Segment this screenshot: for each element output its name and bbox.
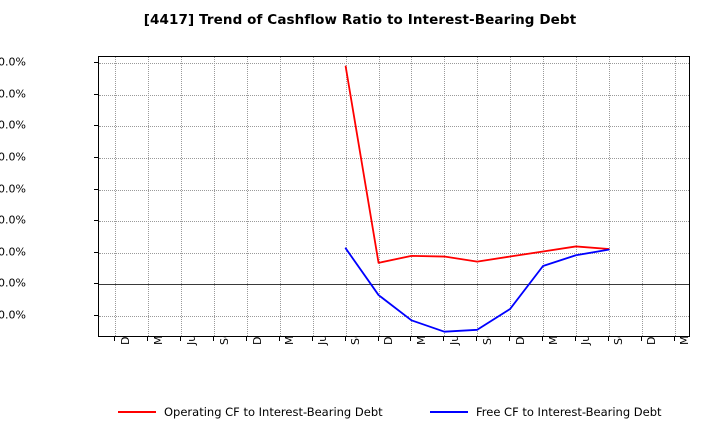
gridline-vertical [674, 57, 676, 336]
x-axis-tick-mark [640, 337, 642, 341]
y-axis-tick-mark [94, 125, 98, 127]
y-axis-tick-mark [94, 157, 98, 159]
gridline-horizontal [99, 252, 689, 254]
gridline-vertical [214, 57, 216, 336]
y-axis-tick-label: 350.0% [0, 55, 26, 69]
gridline-vertical [444, 57, 446, 336]
gridline-vertical [279, 57, 281, 336]
y-axis-tick-mark [94, 220, 98, 222]
y-axis-tick-mark [94, 93, 98, 95]
gridline-horizontal [99, 63, 689, 65]
gridline-vertical [115, 57, 117, 336]
plot-area [98, 56, 690, 337]
y-axis-tick-label: 100.0% [0, 213, 26, 227]
gridline-horizontal [99, 315, 689, 317]
gridline-horizontal [99, 221, 689, 223]
data-series-layer [344, 65, 610, 333]
legend-label: Operating CF to Interest-Bearing Debt [164, 405, 383, 419]
y-axis-tick-label: 300.0% [0, 87, 26, 101]
legend-item[interactable]: Operating CF to Interest-Bearing Debt [118, 402, 383, 422]
gridline-vertical [247, 57, 248, 336]
y-axis-tick-label: -50.0% [0, 308, 26, 322]
gridline-vertical [181, 57, 183, 336]
gridline-vertical [378, 57, 380, 336]
x-axis-tick-mark [607, 337, 609, 341]
gridline-vertical [345, 57, 347, 336]
legend-swatch [118, 411, 156, 413]
x-axis-tick-mark [673, 337, 675, 341]
y-axis-tick-label: 250.0% [0, 118, 26, 132]
x-axis-tick-mark [147, 337, 149, 341]
gridline-horizontal [99, 94, 689, 96]
x-axis-tick-mark [377, 337, 379, 341]
y-axis-tick-mark [94, 283, 98, 285]
gridline-vertical [641, 57, 643, 336]
y-axis-tick-label: 150.0% [0, 182, 26, 196]
legend-item[interactable]: Free CF to Interest-Bearing Debt [430, 402, 662, 422]
x-axis-tick-mark [509, 337, 511, 341]
x-axis-tick-mark [278, 337, 280, 341]
y-axis-tick-label: 200.0% [0, 150, 26, 164]
x-axis-tick-mark [476, 337, 478, 341]
y-axis-tick-mark [94, 62, 98, 64]
y-axis-tick-mark [94, 251, 98, 253]
y-axis-tick-mark [94, 314, 98, 316]
legend-label: Free CF to Interest-Bearing Debt [476, 405, 662, 419]
x-axis-tick-mark [410, 337, 412, 341]
gridline-vertical [510, 57, 512, 336]
y-axis-tick-label: 50.0% [0, 245, 26, 259]
x-axis-tick-mark [311, 337, 313, 341]
x-axis-tick-mark [574, 337, 576, 341]
gridline-vertical [543, 57, 544, 336]
chart-title: [4417] Trend of Cashflow Ratio to Intere… [143, 12, 577, 28]
x-axis-tick-mark [213, 337, 215, 341]
gridline-vertical [477, 57, 479, 336]
gridline-horizontal [99, 126, 689, 128]
x-axis-tick-mark [542, 337, 543, 341]
legend-swatch [430, 411, 468, 413]
series-line-2 [344, 247, 610, 333]
y-axis-tick-label: 0.0% [0, 276, 26, 290]
gridline-vertical [608, 57, 610, 336]
series-line-1 [344, 65, 610, 264]
gridline-vertical [148, 57, 150, 336]
chart-legend: Operating CF to Interest-Bearing Debt Fre… [0, 402, 720, 426]
x-axis-tick-mark [180, 337, 182, 341]
x-axis-tick-mark [443, 337, 445, 341]
gridline-zero [99, 284, 689, 286]
x-axis-tick-mark [114, 337, 116, 341]
gridline-vertical [411, 57, 413, 336]
gridline-vertical [312, 57, 314, 336]
gridline-vertical [575, 57, 577, 336]
x-axis-tick-mark [344, 337, 346, 341]
y-axis-tick-mark [94, 188, 98, 190]
x-axis-tick-mark [246, 337, 247, 341]
gridline-horizontal [99, 158, 689, 160]
gridline-horizontal [99, 189, 689, 191]
